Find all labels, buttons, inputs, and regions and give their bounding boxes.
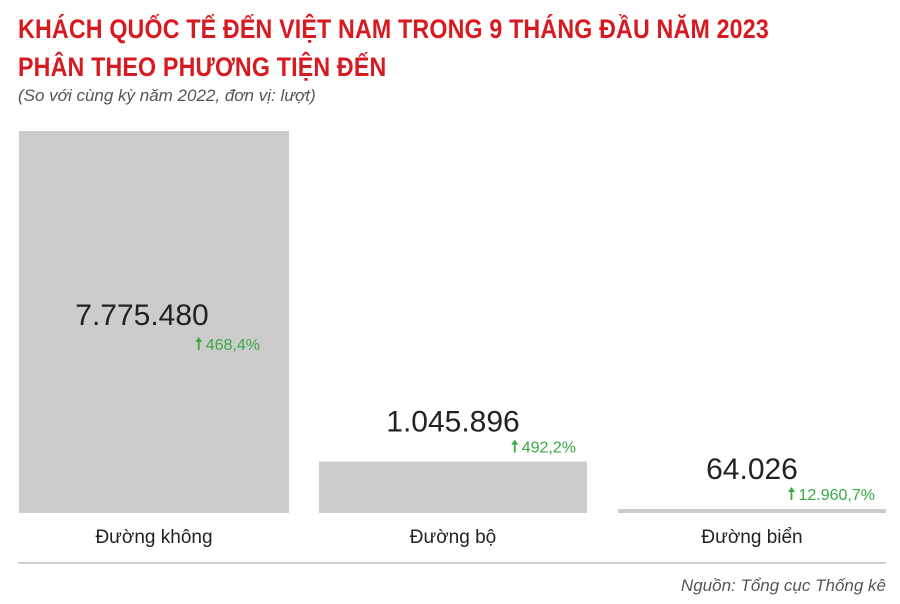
change-label: 468,4% [206, 337, 260, 354]
arrow-up-icon-head [787, 487, 795, 492]
tick-label: Đường không [95, 527, 212, 548]
data-label: 64.026 [706, 453, 798, 486]
arrow-up-icon [511, 439, 519, 453]
arrow-up-icon-head [195, 337, 203, 342]
chart-title-line-2: PHÂN THEO PHƯƠNG TIỆN ĐẾN [18, 52, 387, 82]
tick-label: Đường biển [701, 527, 802, 548]
chart-title: KHÁCH QUỐC TẾ ĐẾN VIỆT NAM TRONG 9 THÁNG… [18, 10, 769, 86]
data-label: 1.045.896 [386, 406, 519, 439]
bar [319, 461, 587, 513]
change-label: 12.960,7% [798, 487, 875, 504]
bar [618, 509, 886, 513]
source-note: Nguồn: Tổng cục Thống kê [680, 576, 886, 595]
change-label: 492,2% [522, 440, 576, 457]
chart-subtitle: (So với cùng kỳ năm 2022, đơn vị: lượt) [18, 86, 316, 105]
chart-title-line-1: KHÁCH QUỐC TẾ ĐẾN VIỆT NAM TRONG 9 THÁNG… [18, 14, 769, 44]
tick-label: Đường bộ [410, 527, 496, 548]
arrow-up-icon [787, 487, 795, 500]
bar [19, 131, 289, 513]
arrow-up-icon [195, 337, 203, 350]
data-label: 7.775.480 [75, 299, 208, 332]
arrow-up-icon-head [511, 439, 519, 445]
